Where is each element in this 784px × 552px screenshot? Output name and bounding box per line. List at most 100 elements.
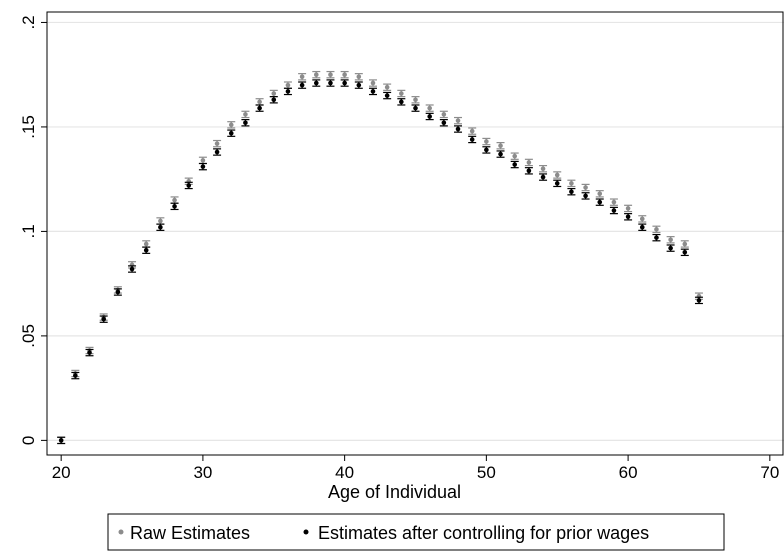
data-point [200, 164, 206, 169]
legend-label: Raw Estimates [130, 523, 250, 543]
data-point [455, 118, 461, 123]
data-point [569, 189, 574, 195]
data-point [158, 218, 163, 224]
x-tick-label: 20 [52, 463, 71, 482]
data-point [682, 241, 688, 247]
data-point [115, 289, 121, 295]
data-point [328, 80, 333, 86]
data-point [214, 141, 220, 146]
data-point [611, 199, 617, 205]
data-point [654, 235, 659, 240]
data-point [328, 72, 333, 77]
data-point [441, 120, 447, 126]
x-tick-label: 60 [619, 463, 638, 482]
data-point [73, 373, 78, 378]
data-point [313, 80, 319, 86]
data-point [384, 84, 390, 90]
data-point [668, 245, 673, 251]
data-point [356, 74, 362, 80]
data-point [583, 193, 588, 199]
y-tick-label: .1 [19, 224, 38, 238]
data-point [243, 120, 248, 126]
x-tick-label: 50 [477, 463, 496, 482]
y-tick-label: .05 [19, 324, 38, 348]
data-point [299, 74, 305, 80]
data-point [668, 237, 673, 243]
data-point [413, 105, 418, 111]
data-point [200, 158, 206, 163]
data-point [469, 128, 475, 134]
legend-marker [303, 529, 309, 535]
data-point [427, 114, 432, 119]
data-point [427, 105, 432, 111]
series-layer [57, 70, 703, 445]
data-point [554, 181, 560, 186]
y-tick-label: 0 [19, 436, 38, 445]
data-point [639, 216, 645, 222]
data-point [611, 208, 617, 213]
legend: Raw Estimates Estimates after controlling… [107, 513, 725, 551]
data-point [498, 151, 503, 157]
series-2 [57, 79, 703, 445]
data-point [172, 197, 177, 203]
data-point [441, 112, 447, 117]
data-point [214, 149, 220, 155]
y-axis: 0 .05 .1 .15 .2 [19, 15, 47, 445]
x-axis: 20 30 40 50 60 70 [52, 455, 779, 482]
data-point [271, 91, 277, 96]
y-tick-label: .2 [19, 15, 38, 29]
data-point [583, 185, 588, 190]
data-point [285, 82, 291, 88]
data-point [484, 139, 489, 144]
x-tick-label: 70 [760, 463, 779, 482]
data-point [58, 438, 64, 443]
data-point [399, 99, 404, 105]
data-point [186, 183, 192, 188]
data-point [299, 82, 305, 88]
data-point [172, 204, 177, 209]
data-point [143, 247, 149, 253]
data-point [498, 143, 503, 149]
grid-lines [47, 21, 784, 441]
data-point [257, 105, 262, 111]
data-point [554, 172, 560, 178]
data-point [540, 174, 546, 180]
data-point [228, 122, 234, 128]
legend-marker [118, 529, 124, 535]
data-point [569, 181, 574, 186]
data-point [370, 80, 376, 86]
data-point [512, 162, 518, 167]
series-1 [57, 70, 703, 445]
plot-frame [46, 11, 784, 456]
data-point [696, 298, 702, 303]
data-point [625, 214, 631, 220]
data-point [597, 191, 603, 197]
data-point [654, 227, 659, 232]
data-point [228, 130, 234, 136]
data-point [101, 316, 106, 322]
data-point [526, 168, 532, 174]
data-point [356, 82, 362, 88]
data-point [342, 80, 347, 86]
data-point [526, 160, 532, 165]
data-point [158, 224, 163, 230]
y-tick-label: .15 [19, 115, 38, 139]
data-point [512, 153, 518, 159]
legend-label: Estimates after controlling for prior wa… [318, 523, 649, 543]
x-tick-label: 30 [193, 463, 212, 482]
x-tick-label: 40 [335, 463, 354, 482]
data-point [87, 350, 92, 355]
data-point [413, 97, 418, 103]
data-point [469, 137, 475, 142]
data-point [271, 97, 277, 103]
data-point [597, 199, 603, 205]
data-point [682, 250, 688, 255]
data-point [625, 206, 631, 211]
legend-box [107, 513, 725, 551]
data-point [484, 147, 489, 153]
data-point [540, 166, 546, 172]
data-point [399, 91, 404, 96]
data-point [313, 72, 319, 77]
data-point [384, 93, 390, 98]
